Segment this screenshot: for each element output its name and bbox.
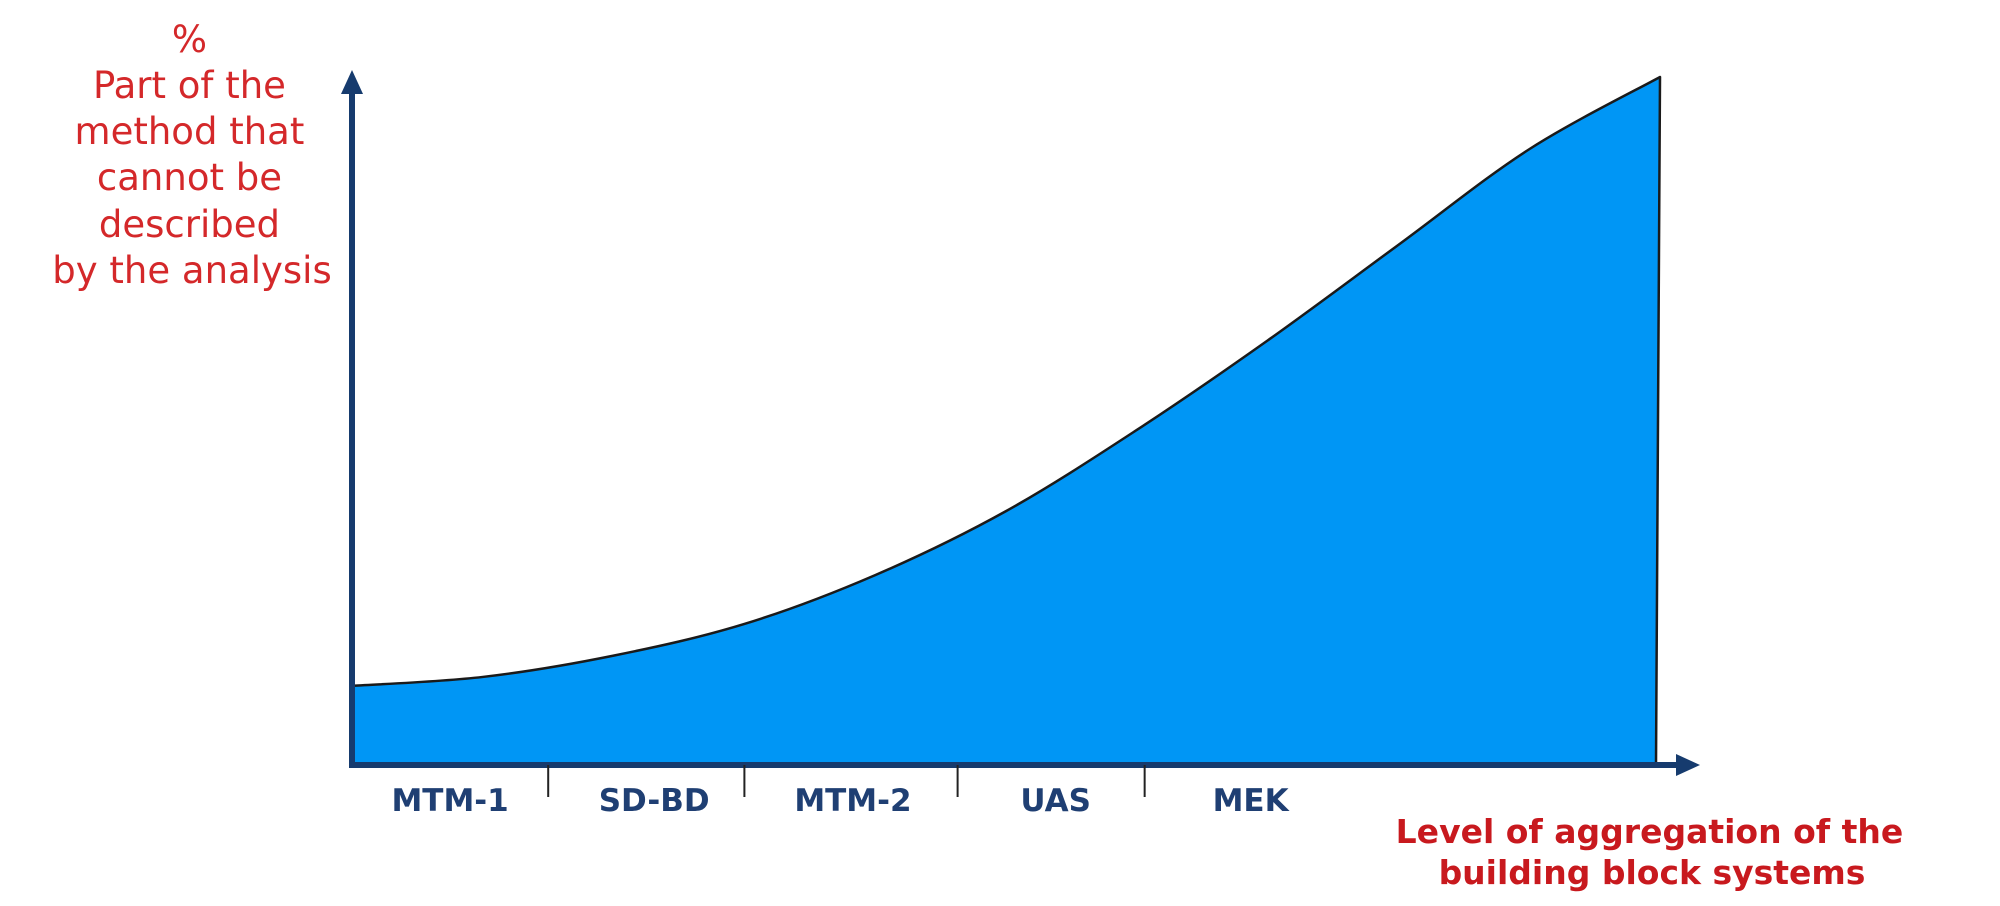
curve-area [350,75,1662,767]
category-ticks [547,765,1146,797]
y-axis-label-line: described [99,203,280,246]
y-axis-label-line: % [172,18,207,61]
area-layer [350,75,1662,767]
x-axis-label-line: building block systems [1439,853,1866,892]
category-label: UAS [1020,783,1091,819]
x-axis-label: Level of aggregation of the building blo… [1396,812,1909,892]
axes [341,70,1700,776]
category-label: MTM-1 [391,783,508,819]
x-axis-arrowhead [1676,754,1700,776]
y-axis-label-line: by the analysis [52,249,331,292]
category-label: SD-BD [599,783,710,819]
y-axis-arrowhead [341,70,363,94]
y-axis-label-line: Part of the [93,64,286,107]
x-axis-label-line: Level of aggregation of the [1396,812,1904,851]
category-label: MEK [1213,783,1290,819]
category-label: MTM-2 [794,783,911,819]
y-axis-label-line: method that [75,110,305,153]
category-labels: MTM-1 SD-BD MTM-2 UAS MEK [391,783,1289,819]
y-axis-label: % Part of the method that cannot be desc… [52,18,331,292]
y-axis-label-line: cannot be [97,156,282,199]
